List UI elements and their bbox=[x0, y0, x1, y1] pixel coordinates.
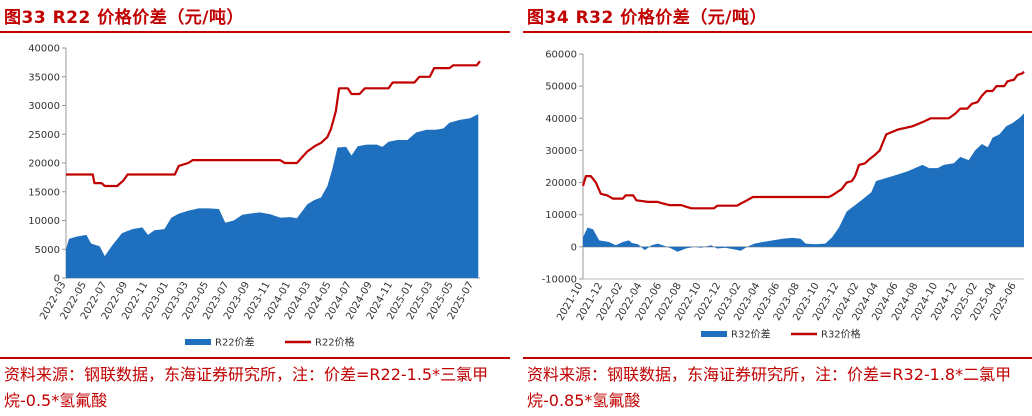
legend-label: R22价差 bbox=[215, 336, 255, 349]
figure-title: 图34 R32 价格价差（元/吨） bbox=[527, 8, 767, 28]
note-divider bbox=[523, 357, 1032, 359]
series-line-R22价格 bbox=[66, 60, 481, 188]
y-tick-label: 15000 bbox=[28, 187, 60, 198]
series-area-R22价差 bbox=[66, 114, 479, 278]
y-tick-label: 50000 bbox=[545, 82, 577, 93]
chart-panel-r32: 图34 R32 价格价差（元/吨） -10000 0 10000 20000 30000… bbox=[523, 0, 1032, 416]
y-tick-label: 35000 bbox=[28, 72, 60, 83]
y-tick-label: 30000 bbox=[28, 101, 60, 112]
note-divider bbox=[0, 357, 510, 359]
legend-label: R32价格 bbox=[821, 328, 861, 341]
title-divider bbox=[523, 31, 1032, 33]
figure-title: 图33 R22 价格价差（元/吨） bbox=[4, 8, 244, 28]
r22-chart-svg: 0 5000 10000 15000 20000 25000 30000 35000 40000… bbox=[28, 44, 481, 349]
y-tick-label: 5000 bbox=[35, 245, 60, 256]
y-tick-label: 30000 bbox=[545, 146, 577, 157]
source-note: 资料来源：钢联数据，东海证券研究所，注：价差=R22-1.5*三氯甲烷-0.5*… bbox=[4, 365, 489, 410]
y-tick-label: 20000 bbox=[28, 159, 60, 170]
y-tick-label: 40000 bbox=[545, 114, 577, 125]
source-note: 资料来源：钢联数据，东海证券研究所，注：价差=R32-1.8*二氯甲烷-0.85… bbox=[527, 365, 1012, 410]
y-tick-label: 0 bbox=[54, 274, 60, 285]
y-tick-label: 10000 bbox=[545, 210, 577, 221]
r32-chart-svg: -100000100002000030000400005000060000202… bbox=[542, 50, 1025, 341]
y-tick-label: 40000 bbox=[28, 44, 60, 55]
y-tick-label: 20000 bbox=[545, 178, 577, 189]
legend-label: R22价格 bbox=[315, 336, 355, 349]
chart-panel-r22: 图33 R22 价格价差（元/吨） 0 5000 10000 15000 20000 25… bbox=[0, 0, 510, 416]
y-tick-label: 10000 bbox=[28, 216, 60, 227]
y-tick-label: 60000 bbox=[545, 50, 577, 61]
y-tick-label: 25000 bbox=[28, 130, 60, 141]
legend-swatch-area bbox=[701, 331, 727, 337]
y-tick-label: 0 bbox=[571, 242, 577, 253]
title-divider bbox=[0, 31, 510, 33]
series-line-R32价格 bbox=[581, 70, 1025, 210]
legend-label: R32价差 bbox=[731, 328, 771, 341]
legend-swatch-area bbox=[185, 339, 211, 345]
series-area-R32价差 bbox=[583, 113, 1024, 252]
y-tick-label: -10000 bbox=[542, 275, 577, 286]
